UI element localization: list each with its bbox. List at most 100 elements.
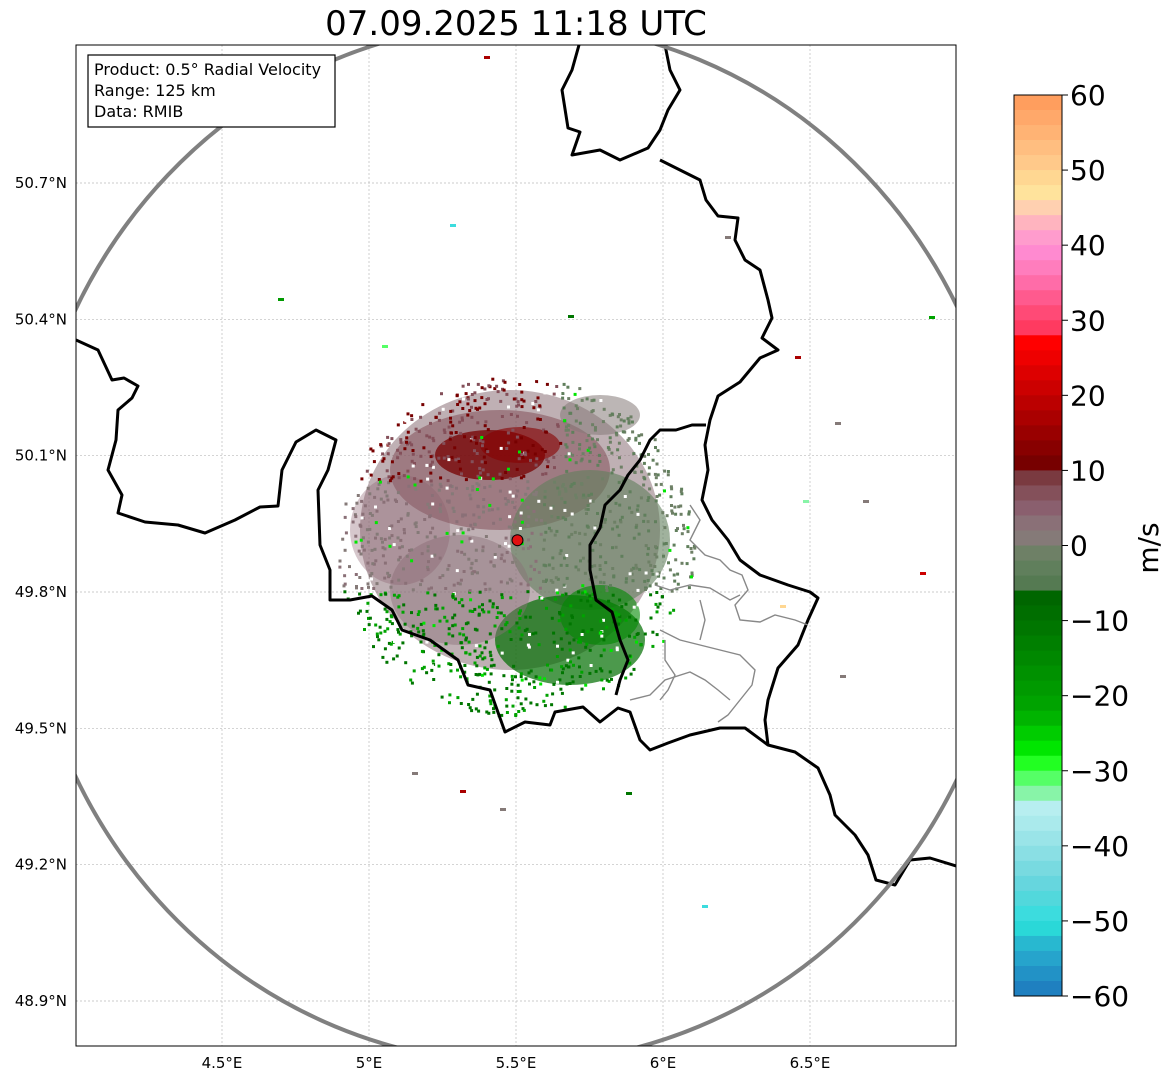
colorbar-band [1014,185,1062,201]
colorbar-ticks: 60 50 40 30 20 10 0 −10 −20 −30 −40 −50 −60 [1062,79,1129,1013]
colorbar-band [1014,935,1062,952]
colorbar-band [1014,365,1062,381]
colorbar-band [1014,845,1062,862]
colorbar-tick-label: 40 [1070,229,1106,262]
lat-tick-label: 50.1°N [15,447,67,465]
lat-tick-label: 50.7°N [15,174,67,192]
colorbar-tick-label: 10 [1070,454,1106,487]
colorbar-tick-label: 20 [1070,379,1106,412]
colorbar-band [1014,665,1062,682]
colorbar-band [1014,905,1062,922]
colorbar-band [1014,200,1062,216]
colorbar-band [1014,215,1062,231]
colorbar-band [1014,410,1062,426]
colorbar-band [1014,575,1062,591]
colorbar-band [1014,785,1062,802]
colorbar-band [1014,740,1062,757]
lon-tick-label: 6°E [650,1054,677,1072]
lon-tick-label: 6.5°E [790,1054,831,1072]
lon-tick-label: 5°E [356,1054,383,1072]
colorbar-band [1014,950,1062,967]
lat-tick-label: 50.4°N [15,310,67,328]
colorbar-band [1014,965,1062,982]
longitude-tick-labels: 4.5°E 5°E 5.5°E 6°E 6.5°E [202,1054,831,1072]
colorbar-band [1014,380,1062,396]
colorbar-band [1014,500,1062,516]
colorbar-band [1014,530,1062,546]
colorbar-band [1014,920,1062,937]
lat-tick-label: 49.5°N [15,719,67,737]
info-box: Product: 0.5° Radial Velocity Range: 125… [87,54,336,128]
colorbar-band [1014,110,1062,126]
radar-site-marker [511,534,524,547]
colorbar-band [1014,230,1062,246]
colorbar-band [1014,875,1062,892]
colorbar-band [1014,635,1062,652]
colorbar-band [1014,335,1062,351]
colorbar-band [1014,545,1062,561]
info-product: Product: 0.5° Radial Velocity [94,60,321,79]
info-data-source: Data: RMIB [94,102,183,121]
colorbar-band [1014,800,1062,817]
colorbar-band [1014,605,1062,621]
colorbar-band [1014,830,1062,847]
colorbar-tick-label: 60 [1070,79,1106,112]
colorbar-tick-label: 0 [1070,530,1088,563]
colorbar-tick-label: −30 [1070,755,1129,788]
colorbar-band [1014,320,1062,336]
colorbar-band [1014,140,1062,156]
colorbar-tick-label: −50 [1070,905,1129,938]
colorbar-tick-label: −20 [1070,680,1129,713]
colorbar-tick-label: −60 [1070,980,1129,1013]
colorbar-band [1014,155,1062,171]
colorbar-band [1014,650,1062,667]
colorbar-band [1014,710,1062,727]
colorbar-band [1014,755,1062,772]
colorbar-unit-label: m/s [1132,522,1165,573]
colorbar-band [1014,680,1062,697]
colorbar-band [1014,860,1062,877]
colorbar-band [1014,980,1062,997]
lat-tick-label: 49.2°N [15,856,67,874]
colorbar-band [1014,305,1062,321]
colorbar-band [1014,95,1062,111]
colorbar-band [1014,515,1062,531]
colorbar-band [1014,440,1062,456]
colorbar-tick-label: 30 [1070,304,1106,337]
colorbar-band [1014,485,1062,501]
latitude-tick-labels: 48.9°N 49.2°N 49.5°N 49.8°N 50.1°N 50.4°N 50.7… [15,174,67,1010]
colorbar-bands [1014,95,1062,997]
colorbar-band [1014,425,1062,441]
colorbar-band [1014,290,1062,306]
colorbar-band [1014,890,1062,907]
colorbar-band [1014,350,1062,366]
colorbar-band [1014,560,1062,576]
colorbar-band [1014,275,1062,291]
colorbar-band [1014,260,1062,276]
info-range: Range: 125 km [94,81,216,100]
regional-borders [629,504,809,723]
lon-tick-label: 4.5°E [202,1054,243,1072]
velocity-echo-field [278,56,935,908]
colorbar-band [1014,590,1062,606]
colorbar-tick-label: 50 [1070,154,1106,187]
lon-tick-label: 5.5°E [496,1054,537,1072]
colorbar-band [1014,125,1062,141]
colorbar-band [1014,725,1062,742]
colorbar-band [1014,695,1062,712]
colorbar-band [1014,770,1062,787]
colorbar-band [1014,470,1062,486]
colorbar-band [1014,245,1062,261]
colorbar-band [1014,395,1062,411]
colorbar-band [1014,455,1062,471]
colorbar-band [1014,170,1062,186]
colorbar-tick-label: −10 [1070,605,1129,638]
plot-frame [75,44,957,1047]
lat-tick-label: 49.8°N [15,583,67,601]
lat-tick-label: 48.9°N [15,992,67,1010]
map-title: 07.09.2025 11:18 UTC [325,4,707,44]
national-borders [76,45,956,887]
colorbar-tick-label: −40 [1070,830,1129,863]
